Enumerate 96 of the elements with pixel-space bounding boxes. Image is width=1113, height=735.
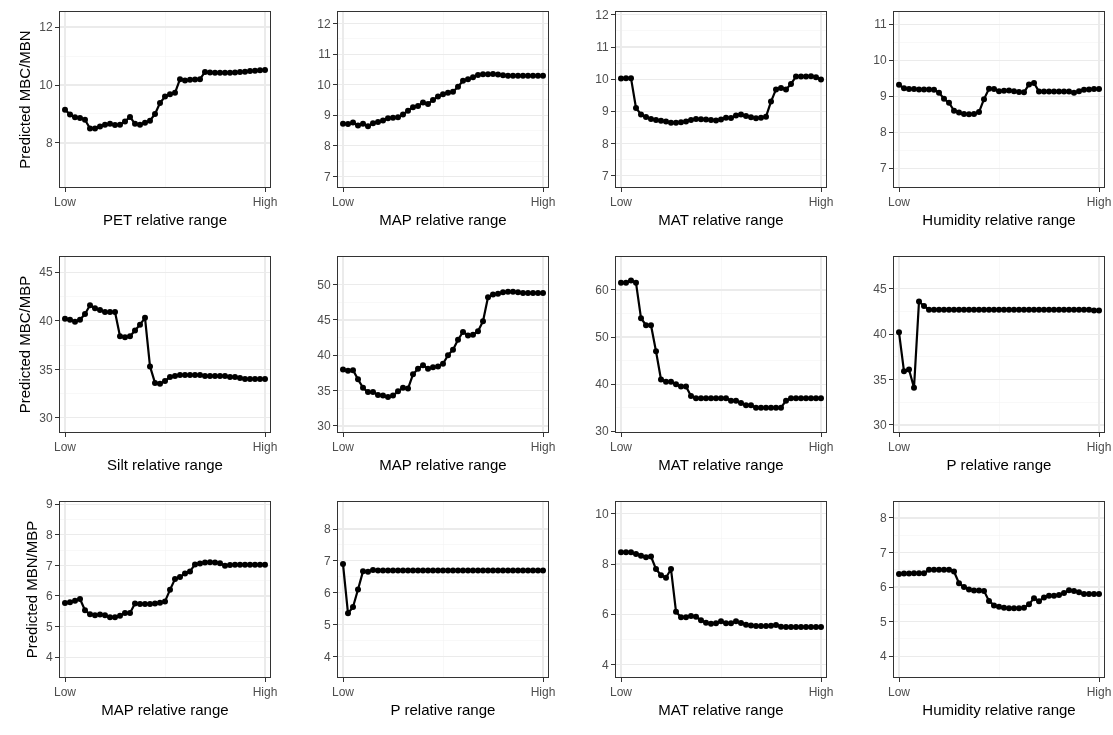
x-axis-title: MAP relative range [379,456,507,474]
y-tick-label: 10 [595,72,609,87]
x-tick-label: High [252,195,278,210]
x-tick-label: Low [331,440,355,455]
y-tick-label: 10 [595,507,609,521]
y-tick-label: 10 [317,77,331,92]
x-tick-label: High [1086,685,1112,700]
x-tick-label: High [808,195,834,210]
y-tick-label: 50 [317,277,331,292]
x-tick-label: Low [887,685,911,700]
y-tick-label: 7 [323,554,331,569]
y-tick-label: 12 [595,8,609,23]
y-tick-label: 9 [323,108,331,123]
x-tick-label: High [808,685,834,700]
y-tick-label: 30 [595,424,609,439]
y-tick-label: 45 [317,313,331,328]
y-tick-label: 35 [39,362,53,377]
y-tick-label: 7 [45,558,53,573]
y-tick-label: 9 [879,89,887,104]
y-tick-label: 6 [323,585,331,600]
y-tick-label: 8 [45,527,53,542]
x-tick-label: Low [609,440,633,455]
y-tick-label: 10 [39,78,53,93]
x-axis-title: Humidity relative range [922,701,1076,719]
y-tick-label: 35 [873,372,887,387]
y-tick-label: 4 [879,649,887,664]
y-tick-label: 8 [45,136,53,151]
x-tick-label: High [808,440,834,455]
x-axis-title: P relative range [946,456,1052,474]
x-tick-label: High [530,195,556,210]
x-axis-title: MAT relative range [658,701,784,719]
y-tick-label: 40 [873,327,887,342]
x-axis-title: MAP relative range [101,701,229,719]
x-axis-title: P relative range [390,701,496,719]
y-tick-label: 6 [879,580,887,595]
x-axis-title: PET relative range [103,211,227,229]
y-tick-label: 30 [873,418,887,433]
x-tick-label: Low [331,195,355,210]
y-tick-label: 12 [317,16,331,31]
x-tick-label: High [530,440,556,455]
y-tick-label: 40 [317,348,331,363]
y-tick-label: 8 [601,557,609,572]
x-tick-label: Low [887,440,911,455]
y-tick-label: 6 [45,589,53,604]
x-tick-label: Low [53,195,77,210]
y-tick-label: 8 [323,138,331,153]
y-tick-label: 4 [601,657,609,672]
y-axis-title: Predicted MBC/MBP [16,275,34,414]
x-axis-title: MAT relative range [658,456,784,474]
y-tick-label: 9 [601,104,609,119]
x-tick-label: Low [887,195,911,210]
y-tick-label: 8 [323,522,331,537]
y-tick-label: 11 [318,47,331,62]
x-axis-title: MAP relative range [379,211,507,229]
y-tick-label: 7 [601,168,609,183]
y-tick-label: 40 [39,313,53,328]
y-tick-label: 8 [601,136,609,151]
y-tick-label: 5 [323,617,331,632]
y-tick-label: 4 [323,649,331,664]
y-tick-label: 9 [45,497,53,512]
y-tick-label: 7 [879,161,887,176]
x-tick-label: High [252,685,278,700]
y-tick-label: 12 [39,20,53,35]
y-tick-label: 11 [874,17,887,32]
x-tick-label: Low [609,195,633,210]
y-tick-label: 5 [45,619,53,634]
y-tick-label: 7 [879,545,887,560]
y-tick-label: 45 [39,265,53,280]
x-axis-title: Humidity relative range [922,211,1076,229]
y-tick-label: 35 [317,383,331,398]
y-tick-label: 8 [879,125,887,140]
y-tick-label: 8 [879,511,887,526]
y-tick-label: 7 [323,169,331,184]
x-tick-label: Low [53,440,77,455]
y-tick-label: 30 [317,419,331,434]
x-tick-label: High [252,440,278,455]
x-axis-title: Silt relative range [107,456,223,474]
y-tick-label: 5 [879,614,887,629]
y-tick-label: 30 [39,411,53,426]
y-tick-label: 45 [873,281,887,296]
y-tick-label: 60 [595,283,609,298]
y-tick-label: 11 [596,40,609,55]
y-tick-label: 50 [595,330,609,345]
y-tick-label: 40 [595,377,609,392]
x-tick-label: Low [53,685,77,700]
y-tick-label: 10 [873,53,887,68]
y-axis-title: Predicted MBN/MBP [23,520,41,659]
x-tick-label: High [1086,440,1112,455]
x-tick-label: Low [331,685,355,700]
y-axis-title: Predicted MBC/MBN [16,30,34,169]
x-tick-label: High [1086,195,1112,210]
y-tick-label: 6 [601,607,609,622]
y-tick-label: 4 [45,650,53,665]
x-tick-label: Low [609,685,633,700]
x-axis-title: MAT relative range [658,211,784,229]
x-tick-label: High [530,685,556,700]
